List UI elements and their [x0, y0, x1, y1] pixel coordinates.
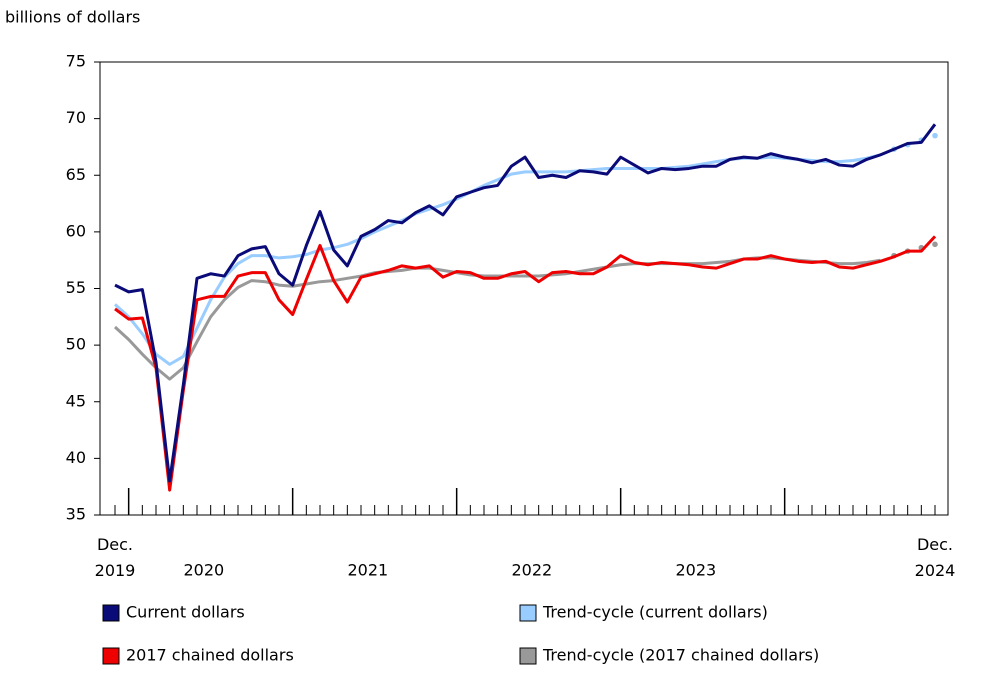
- y-tick-label: 75: [66, 52, 86, 71]
- series-line: [114, 123, 937, 483]
- series-dot: [932, 132, 938, 139]
- y-tick-label: 70: [66, 108, 86, 127]
- legend-label: Trend-cycle (2017 chained dollars): [542, 646, 819, 665]
- series-line: [113, 256, 881, 381]
- y-tick-label: 40: [66, 448, 86, 467]
- legend-swatch: [102, 604, 120, 622]
- y-tick-label: 50: [66, 335, 86, 354]
- x-year-label: 2023: [675, 561, 716, 580]
- x-tick-label: Dec. 2019: [94, 535, 136, 580]
- y-tick-label: 60: [66, 221, 86, 240]
- x-year-label: 2022: [511, 561, 552, 580]
- y-tick-label: 35: [66, 505, 86, 524]
- y-tick-label: 65: [66, 165, 86, 184]
- legend-swatch: [519, 647, 537, 665]
- series-dot: [932, 241, 938, 248]
- legend-label: Trend-cycle (current dollars): [542, 603, 768, 622]
- y-axis-label: billions of dollars: [5, 8, 140, 27]
- x-year-label: 2021: [347, 561, 388, 580]
- y-tick-label: 55: [66, 278, 86, 297]
- legend-swatch: [519, 604, 537, 622]
- y-tick-label: 45: [66, 391, 86, 410]
- legend-swatch: [102, 647, 120, 665]
- x-year-label: 2020: [183, 561, 224, 580]
- series-line: [114, 235, 937, 492]
- x-tick-label: Dec. 2024: [914, 535, 956, 580]
- legend-label: 2017 chained dollars: [126, 646, 294, 665]
- plot-frame: [99, 61, 949, 516]
- legend-label: Current dollars: [126, 603, 245, 622]
